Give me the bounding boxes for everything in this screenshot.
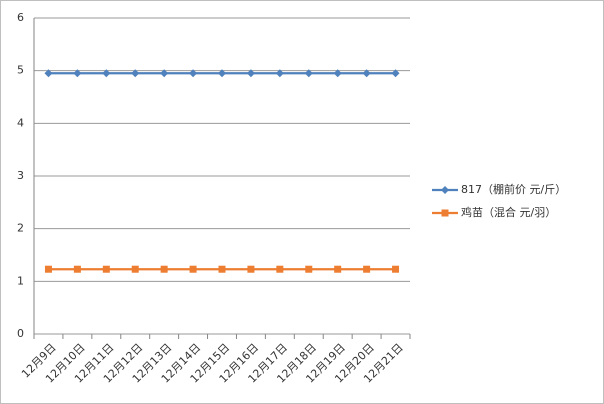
point — [102, 69, 111, 78]
point — [275, 69, 284, 78]
y-tick-label: 3 — [17, 169, 24, 182]
point — [305, 265, 313, 273]
point — [276, 265, 284, 273]
y-tick-label: 4 — [17, 116, 24, 129]
point — [246, 69, 255, 78]
legend-marker — [441, 209, 449, 217]
point — [189, 69, 198, 78]
point — [131, 69, 140, 78]
legend-label: 鸡苗（混合 元/羽） — [461, 205, 556, 219]
point — [391, 69, 400, 78]
y-tick-label: 5 — [17, 64, 24, 77]
y-tick-label: 0 — [17, 327, 24, 340]
y-tick-label: 1 — [17, 274, 24, 287]
point — [333, 69, 342, 78]
point — [160, 69, 169, 78]
legend-label: 817（棚前价 元/斤） — [461, 182, 566, 196]
y-tick-label: 6 — [17, 11, 24, 24]
y-tick-label: 2 — [17, 222, 24, 235]
legend-marker — [441, 186, 449, 194]
point — [304, 69, 313, 78]
point — [218, 69, 226, 78]
point — [131, 265, 139, 273]
point — [218, 265, 226, 273]
point — [44, 265, 52, 273]
point — [363, 265, 371, 273]
point — [247, 265, 255, 273]
point — [160, 265, 168, 273]
point — [334, 265, 342, 273]
point — [362, 69, 371, 78]
point — [392, 265, 400, 273]
point — [73, 69, 82, 78]
point — [189, 265, 197, 273]
point — [73, 265, 81, 273]
point — [102, 265, 110, 273]
point — [44, 69, 53, 78]
